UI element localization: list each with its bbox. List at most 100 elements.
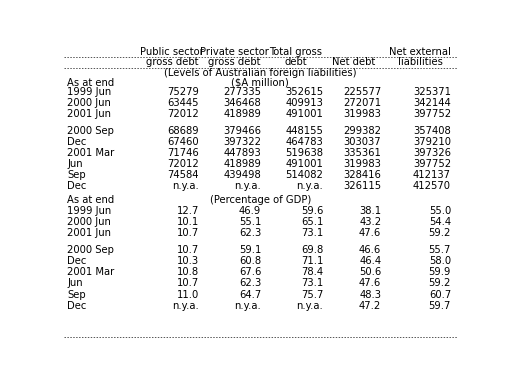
Text: 75279: 75279 bbox=[167, 87, 199, 97]
Text: 299382: 299382 bbox=[343, 126, 381, 136]
Text: 447893: 447893 bbox=[224, 148, 261, 158]
Text: Dec: Dec bbox=[68, 256, 87, 266]
Text: 50.6: 50.6 bbox=[359, 267, 381, 277]
Text: 357408: 357408 bbox=[413, 126, 451, 136]
Text: 418989: 418989 bbox=[223, 159, 261, 169]
Text: 335361: 335361 bbox=[343, 148, 381, 158]
Text: n.y.a.: n.y.a. bbox=[172, 182, 199, 192]
Text: 325371: 325371 bbox=[413, 87, 451, 97]
Text: 514082: 514082 bbox=[285, 170, 323, 180]
Text: 54.4: 54.4 bbox=[429, 217, 451, 227]
Text: Jun: Jun bbox=[68, 159, 83, 169]
Text: 346468: 346468 bbox=[224, 98, 261, 108]
Text: 47.2: 47.2 bbox=[359, 301, 381, 311]
Text: gross debt: gross debt bbox=[208, 57, 260, 67]
Text: 58.0: 58.0 bbox=[429, 256, 451, 266]
Text: 2000 Sep: 2000 Sep bbox=[68, 245, 114, 255]
Text: 63445: 63445 bbox=[168, 98, 199, 108]
Text: 46.9: 46.9 bbox=[239, 206, 261, 216]
Text: 379210: 379210 bbox=[413, 137, 451, 147]
Text: n.y.a.: n.y.a. bbox=[296, 301, 323, 311]
Text: 43.2: 43.2 bbox=[359, 217, 381, 227]
Text: 55.7: 55.7 bbox=[429, 245, 451, 255]
Text: 2001 Jun: 2001 Jun bbox=[68, 109, 111, 119]
Text: 71.1: 71.1 bbox=[301, 256, 323, 266]
Text: 55.1: 55.1 bbox=[239, 217, 261, 227]
Text: 47.6: 47.6 bbox=[359, 278, 381, 288]
Text: 59.9: 59.9 bbox=[429, 267, 451, 277]
Text: 60.7: 60.7 bbox=[429, 290, 451, 300]
Text: 397322: 397322 bbox=[223, 137, 261, 147]
Text: 73.1: 73.1 bbox=[301, 228, 323, 239]
Text: 2000 Jun: 2000 Jun bbox=[68, 98, 111, 108]
Text: 328416: 328416 bbox=[343, 170, 381, 180]
Text: 272071: 272071 bbox=[343, 98, 381, 108]
Text: 73.1: 73.1 bbox=[301, 278, 323, 288]
Text: Private sector: Private sector bbox=[200, 47, 268, 57]
Text: 2000 Sep: 2000 Sep bbox=[68, 126, 114, 136]
Text: 1999 Jun: 1999 Jun bbox=[68, 87, 112, 97]
Text: 71746: 71746 bbox=[167, 148, 199, 158]
Text: 464783: 464783 bbox=[285, 137, 323, 147]
Text: Dec: Dec bbox=[68, 182, 87, 192]
Text: 225577: 225577 bbox=[343, 87, 381, 97]
Text: 62.3: 62.3 bbox=[239, 278, 261, 288]
Text: Net external: Net external bbox=[389, 47, 451, 57]
Text: 10.7: 10.7 bbox=[177, 245, 199, 255]
Text: Net debt: Net debt bbox=[333, 57, 376, 67]
Text: n.y.a.: n.y.a. bbox=[172, 301, 199, 311]
Text: 59.2: 59.2 bbox=[429, 278, 451, 288]
Text: 55.0: 55.0 bbox=[429, 206, 451, 216]
Text: n.y.a.: n.y.a. bbox=[234, 301, 261, 311]
Text: 10.8: 10.8 bbox=[177, 267, 199, 277]
Text: 72012: 72012 bbox=[167, 159, 199, 169]
Text: ($A million): ($A million) bbox=[232, 77, 289, 88]
Text: 397326: 397326 bbox=[413, 148, 451, 158]
Text: 60.8: 60.8 bbox=[239, 256, 261, 266]
Text: 11.0: 11.0 bbox=[177, 290, 199, 300]
Text: gross debt: gross debt bbox=[146, 57, 198, 67]
Text: 68689: 68689 bbox=[168, 126, 199, 136]
Text: 59.1: 59.1 bbox=[239, 245, 261, 255]
Text: 519638: 519638 bbox=[285, 148, 323, 158]
Text: 67460: 67460 bbox=[168, 137, 199, 147]
Text: 491001: 491001 bbox=[285, 109, 323, 119]
Text: 2000 Jun: 2000 Jun bbox=[68, 217, 111, 227]
Text: 46.6: 46.6 bbox=[359, 245, 381, 255]
Text: As at end: As at end bbox=[68, 195, 115, 205]
Text: 38.1: 38.1 bbox=[359, 206, 381, 216]
Text: (Levels of Australian foreign liabilities): (Levels of Australian foreign liabilitie… bbox=[164, 68, 357, 78]
Text: Sep: Sep bbox=[68, 170, 86, 180]
Text: 48.3: 48.3 bbox=[359, 290, 381, 300]
Text: 65.1: 65.1 bbox=[301, 217, 323, 227]
Text: Dec: Dec bbox=[68, 301, 87, 311]
Text: 412137: 412137 bbox=[413, 170, 451, 180]
Text: Public sector: Public sector bbox=[140, 47, 204, 57]
Text: 69.8: 69.8 bbox=[301, 245, 323, 255]
Text: 59.7: 59.7 bbox=[429, 301, 451, 311]
Text: 409913: 409913 bbox=[285, 98, 323, 108]
Text: 10.3: 10.3 bbox=[177, 256, 199, 266]
Text: 1999 Jun: 1999 Jun bbox=[68, 206, 112, 216]
Text: 491001: 491001 bbox=[285, 159, 323, 169]
Text: 62.3: 62.3 bbox=[239, 228, 261, 239]
Text: 2001 Jun: 2001 Jun bbox=[68, 228, 111, 239]
Text: 342144: 342144 bbox=[413, 98, 451, 108]
Text: 448155: 448155 bbox=[285, 126, 323, 136]
Text: 326115: 326115 bbox=[343, 182, 381, 192]
Text: 78.4: 78.4 bbox=[301, 267, 323, 277]
Text: 46.4: 46.4 bbox=[359, 256, 381, 266]
Text: liabilities: liabilities bbox=[398, 57, 442, 67]
Text: 2001 Mar: 2001 Mar bbox=[68, 148, 115, 158]
Text: 319983: 319983 bbox=[343, 109, 381, 119]
Text: 10.7: 10.7 bbox=[177, 278, 199, 288]
Text: 10.1: 10.1 bbox=[177, 217, 199, 227]
Text: 418989: 418989 bbox=[223, 109, 261, 119]
Text: 352615: 352615 bbox=[285, 87, 323, 97]
Text: 10.7: 10.7 bbox=[177, 228, 199, 239]
Text: 59.6: 59.6 bbox=[301, 206, 323, 216]
Text: 64.7: 64.7 bbox=[239, 290, 261, 300]
Text: As at end: As at end bbox=[68, 77, 115, 88]
Text: 277335: 277335 bbox=[223, 87, 261, 97]
Text: 412570: 412570 bbox=[413, 182, 451, 192]
